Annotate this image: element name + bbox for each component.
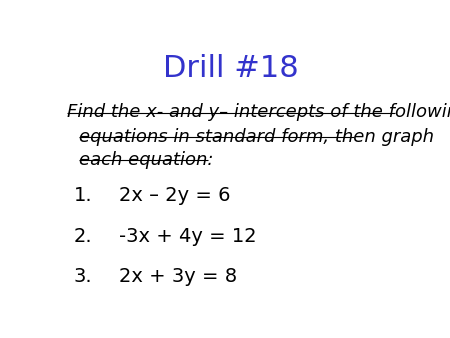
Text: 2x + 3y = 8: 2x + 3y = 8 — [119, 267, 237, 286]
Text: Find the x- and y– intercepts of the following: Find the x- and y– intercepts of the fol… — [67, 103, 450, 121]
Text: Drill #18: Drill #18 — [163, 54, 298, 82]
Text: equations in standard form, then graph: equations in standard form, then graph — [79, 128, 434, 146]
Text: 3.: 3. — [74, 267, 92, 286]
Text: each equation:: each equation: — [79, 151, 213, 169]
Text: 1.: 1. — [74, 186, 92, 205]
Text: 2.: 2. — [74, 227, 92, 246]
Text: -3x + 4y = 12: -3x + 4y = 12 — [119, 227, 256, 246]
Text: 2x – 2y = 6: 2x – 2y = 6 — [119, 186, 230, 205]
